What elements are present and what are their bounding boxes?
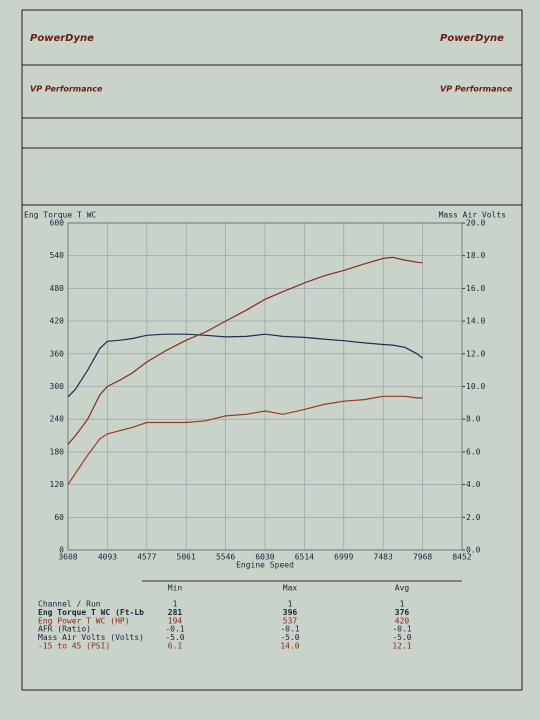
y-tick-label: 360	[50, 349, 65, 358]
logo: VP Performance	[30, 85, 103, 94]
y-tick-label: 540	[50, 251, 65, 260]
table-cell: 6.1	[168, 642, 183, 651]
table-cell: 376	[395, 608, 410, 617]
y-tick-label: 480	[50, 284, 65, 293]
series-line	[67, 395, 423, 485]
x-tick-label: 8452	[452, 553, 471, 562]
table-cell: -5.0	[280, 633, 299, 642]
x-axis-title: Engine Speed	[236, 561, 294, 570]
y-tick-label: 0	[59, 546, 64, 555]
y2-tick-label: 14.0	[466, 317, 485, 326]
table-header: Max	[283, 584, 298, 593]
table-cell: 1	[288, 600, 293, 609]
table-cell: 12.1	[392, 642, 411, 651]
table-header: Avg	[395, 584, 410, 593]
table-cell: 1	[400, 600, 405, 609]
y2-tick-label: 20.0	[466, 219, 485, 228]
x-tick-label: 4577	[137, 553, 156, 562]
y-tick-label: 600	[50, 219, 65, 228]
x-tick-label: 5546	[216, 553, 235, 562]
table-cell: -0.1	[280, 625, 299, 634]
table-header: Min	[168, 584, 183, 593]
table-cell: -5.0	[165, 633, 184, 642]
table-cell: Eng Power T WC (HP)	[38, 616, 130, 625]
y2-tick-label: 0.0	[466, 546, 481, 555]
table-cell: -15 to 45 (PSI)	[38, 642, 110, 651]
x-tick-label: 7483	[374, 553, 393, 562]
x-tick-label: 7968	[413, 553, 432, 562]
series-line	[67, 256, 423, 445]
table-cell: 396	[283, 608, 298, 617]
logo: PowerDyne	[30, 33, 94, 44]
x-tick-label: 6514	[295, 553, 314, 562]
y-tick-label: 180	[50, 447, 65, 456]
table-cell: 194	[168, 616, 183, 625]
table-cell: Channel / Run	[38, 600, 101, 609]
y2-tick-label: 12.0	[466, 349, 485, 358]
y-tick-label: 420	[50, 317, 65, 326]
logo: VP Performance	[440, 85, 513, 94]
y2-tick-label: 8.0	[466, 415, 481, 424]
x-tick-label: 6030	[255, 553, 274, 562]
table-cell: -0.1	[165, 625, 184, 634]
y2-tick-label: 2.0	[466, 513, 481, 522]
table-cell: 420	[395, 616, 410, 625]
y-axis-title: Eng Torque T WC	[24, 211, 96, 220]
table-cell: 14.0	[280, 642, 299, 651]
logo: PowerDyne	[440, 33, 504, 44]
y-tick-label: 120	[50, 480, 65, 489]
page-border	[21, 9, 523, 691]
y2-axis-title: Mass Air Volts	[439, 211, 507, 220]
y2-tick-label: 16.0	[466, 284, 485, 293]
table-cell: 1	[173, 600, 178, 609]
y2-tick-label: 18.0	[466, 251, 485, 260]
table-cell: Mass Air Volts (Volts)	[38, 633, 144, 642]
table-cell: Eng Torque T WC (Ft-Lb	[38, 608, 144, 617]
series-line	[67, 333, 423, 398]
y2-tick-label: 6.0	[466, 447, 481, 456]
y-tick-label: 60	[54, 513, 64, 522]
y-tick-label: 300	[50, 382, 65, 391]
y-tick-label: 240	[50, 415, 65, 424]
x-tick-label: 4093	[98, 553, 117, 562]
table-cell: 281	[168, 608, 183, 617]
y2-tick-label: 4.0	[466, 480, 481, 489]
table-cell: -0.1	[392, 625, 411, 634]
y2-tick-label: 10.0	[466, 382, 485, 391]
table-cell: -5.0	[392, 633, 411, 642]
x-tick-label: 3608	[58, 553, 77, 562]
table-cell: AFR (Ratio)	[38, 625, 91, 634]
x-tick-label: 6999	[334, 553, 353, 562]
table-cell: 537	[283, 616, 298, 625]
x-tick-label: 5061	[177, 553, 196, 562]
